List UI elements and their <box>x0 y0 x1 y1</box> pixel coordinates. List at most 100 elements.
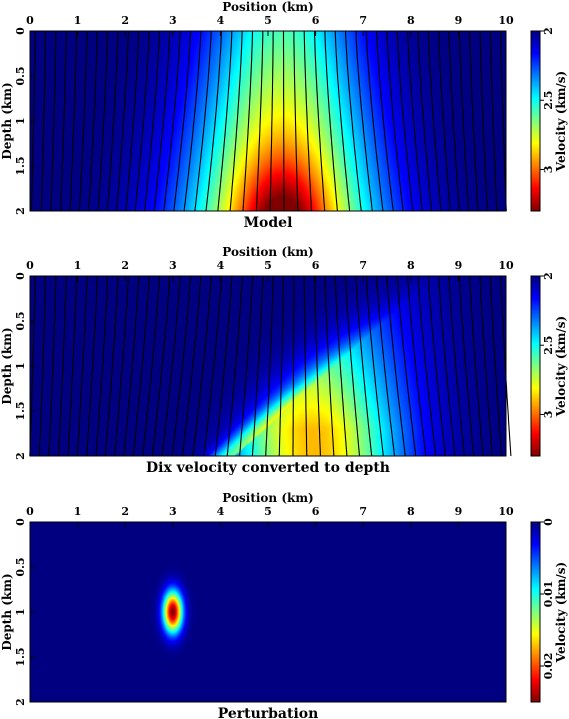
x-tick-label: 8 <box>407 505 415 518</box>
x-tick-label: 3 <box>169 259 177 272</box>
contour-line <box>106 30 119 212</box>
colorbar-tick-label: 2 <box>542 27 555 35</box>
contour-line <box>226 275 243 457</box>
contour-line <box>458 30 470 212</box>
panel-dix: 0 1 2 3 4 5 6 7 8 9 10 Position (km) 0 0.5 1 1.5 2 Depth … <box>0 245 568 476</box>
y-tick-label: 1.5 <box>14 401 27 420</box>
y-tick-label: 0 <box>14 518 27 526</box>
contour-line <box>314 276 321 457</box>
panel-pert: 0 1 2 3 4 5 6 7 8 9 10 Position (km) 0 0.5 1 1.5 2 Depth … <box>0 491 568 719</box>
contour-line <box>386 275 406 457</box>
contour-line <box>489 31 498 212</box>
y-tick-label: 0 <box>14 272 27 280</box>
contour-line <box>489 275 503 457</box>
contour-line <box>479 275 493 457</box>
contour-line <box>314 31 326 212</box>
x-tick-label: 0 <box>26 259 34 272</box>
x-tick-label: 4 <box>217 14 225 27</box>
y-tick-label: 0.5 <box>14 557 27 576</box>
contour-line <box>479 30 488 212</box>
x-tick-label: 1 <box>74 505 82 518</box>
x-tick-label: 10 <box>498 505 514 518</box>
contour-line <box>48 275 57 457</box>
contour-line <box>217 30 233 212</box>
y-tick-label: 0 <box>14 27 27 35</box>
contour-line <box>86 275 98 457</box>
colorbar-tick-label: 0 <box>542 518 555 526</box>
colorbar <box>531 522 540 702</box>
contour-line <box>171 275 191 457</box>
contour-line <box>239 275 254 457</box>
y-tick-label: 0.5 <box>14 311 27 330</box>
contour-line <box>265 275 274 457</box>
colorbar-frame <box>530 521 541 703</box>
contour-line <box>132 275 150 457</box>
contour-line <box>376 30 394 212</box>
contour-line <box>57 275 67 457</box>
x-axis-label: Position (km) <box>222 0 313 14</box>
x-tick-label: 10 <box>498 14 514 27</box>
y-tick-label: 1 <box>14 608 27 616</box>
x-tick-label: 9 <box>455 259 463 272</box>
contour-line <box>151 275 171 457</box>
contour-line <box>38 275 47 457</box>
contour-line <box>123 275 140 457</box>
contour-line <box>192 275 212 457</box>
contour-line <box>417 30 433 212</box>
contour-line <box>448 30 460 212</box>
contour-line <box>427 275 446 457</box>
heatmap-pert <box>30 522 506 702</box>
y-axis-label: Depth (km) <box>0 327 14 404</box>
colorbar-tick-label: 2.5 <box>542 336 555 355</box>
x-tick-label: 9 <box>455 14 463 27</box>
y-axis-label: Depth (km) <box>0 82 14 159</box>
contour-line <box>417 275 437 457</box>
colorbar-tick-label: 2 <box>542 272 555 280</box>
contour-line <box>116 30 129 212</box>
colorbar-tick-label: 2.5 <box>542 91 555 110</box>
contour-line <box>205 30 222 212</box>
contour-line <box>376 275 396 457</box>
contour-line <box>303 276 308 457</box>
contour-line <box>153 30 171 212</box>
y-tick-label: 2 <box>14 452 27 460</box>
contour-line <box>469 275 484 457</box>
contour-line <box>386 30 404 212</box>
y-tick-label: 2 <box>14 207 27 215</box>
contour-line <box>88 30 98 212</box>
x-tick-label: 3 <box>169 14 177 27</box>
contour-line <box>50 30 57 212</box>
contour-line <box>438 275 456 457</box>
contour-line <box>448 275 465 457</box>
y-tick-label: 1.5 <box>14 647 27 666</box>
colorbar-frame <box>530 30 541 212</box>
contour-line <box>303 30 312 212</box>
colorbar-tick-label: 0.02 <box>542 653 555 680</box>
y-axis-label: Depth (km) <box>0 573 14 650</box>
x-tick-label: 7 <box>359 259 367 272</box>
x-tick-label: 5 <box>264 14 272 27</box>
chart-title: Dix velocity converted to depth <box>146 460 390 476</box>
colorbar-tick-label: 3 <box>542 166 555 174</box>
x-tick-label: 2 <box>121 505 129 518</box>
colorbar-tick-label: 0.01 <box>542 581 555 608</box>
contour-line <box>324 30 338 212</box>
colorbar <box>531 276 540 456</box>
contour-line <box>67 275 78 457</box>
contour-line <box>324 275 335 457</box>
contour-line <box>269 30 274 212</box>
contour-line <box>173 30 191 212</box>
contour-line <box>251 275 264 457</box>
x-tick-label: 3 <box>169 505 177 518</box>
contour-line <box>144 30 160 212</box>
contour-line <box>427 30 442 212</box>
colorbar-label: Velocity (km/s) <box>554 316 568 417</box>
colorbar-label: Velocity (km/s) <box>554 562 568 663</box>
colorbar-frame <box>530 275 541 457</box>
x-tick-label: 1 <box>74 259 82 272</box>
contour-line <box>242 30 254 212</box>
contour-line <box>142 275 160 457</box>
chart-title: Perturbation <box>218 706 319 719</box>
contour-line <box>292 276 295 456</box>
